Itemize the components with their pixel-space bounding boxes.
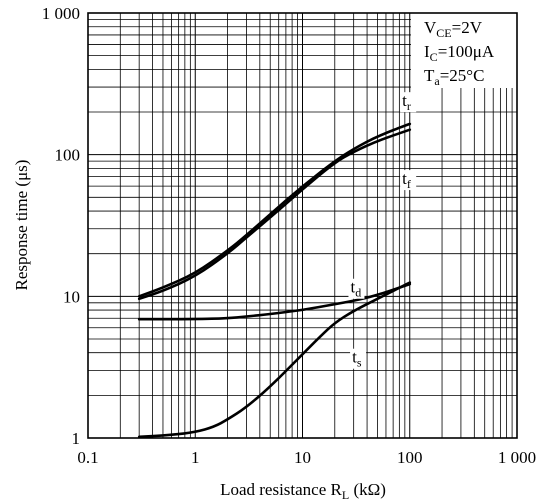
series-line-tf	[137, 128, 412, 301]
condition-line: IC=100μA	[424, 42, 495, 64]
x-tick-label: 10	[294, 448, 311, 467]
plot-frame	[87, 12, 518, 439]
series-line-tr	[137, 122, 412, 298]
x-tick-label: 100	[397, 448, 423, 467]
x-axis-label: Load resistance RL (kΩ)	[220, 480, 386, 502]
conditions-box-bg	[411, 13, 517, 88]
condition-line: Ta=25°C	[424, 66, 484, 88]
x-tick-label: 0.1	[77, 448, 98, 467]
y-tick-label: 100	[55, 146, 81, 165]
series-label-bg-ts	[350, 348, 367, 369]
y-tick-labels: 1 10 100 1 000	[42, 4, 80, 448]
y-tick-label: 1	[72, 429, 81, 448]
x-tick-label: 1	[191, 448, 200, 467]
series-labels: tr tf td ts	[348, 91, 417, 370]
y-tick-label: 1 000	[42, 4, 80, 23]
series-label-tr: tr	[402, 91, 411, 113]
x-tick-label: 1 000	[498, 448, 536, 467]
y-tick-label: 10	[63, 287, 80, 306]
series-label-bg-td	[348, 278, 365, 299]
series-layer	[137, 122, 412, 439]
series-label-ts: ts	[352, 348, 362, 370]
series-label-bg-tf	[400, 170, 417, 191]
series-label-bg-tr	[400, 92, 417, 113]
condition-line: VCE=2V	[424, 18, 483, 40]
y-axis-label: Response time (μs)	[12, 160, 31, 291]
series-line-td	[137, 282, 412, 321]
series-label-tf: tf	[402, 169, 411, 191]
x-tick-labels: 0.1 1 10 100 1 000	[77, 448, 536, 467]
series-label-td: td	[350, 278, 361, 300]
series-line-ts	[137, 281, 412, 439]
